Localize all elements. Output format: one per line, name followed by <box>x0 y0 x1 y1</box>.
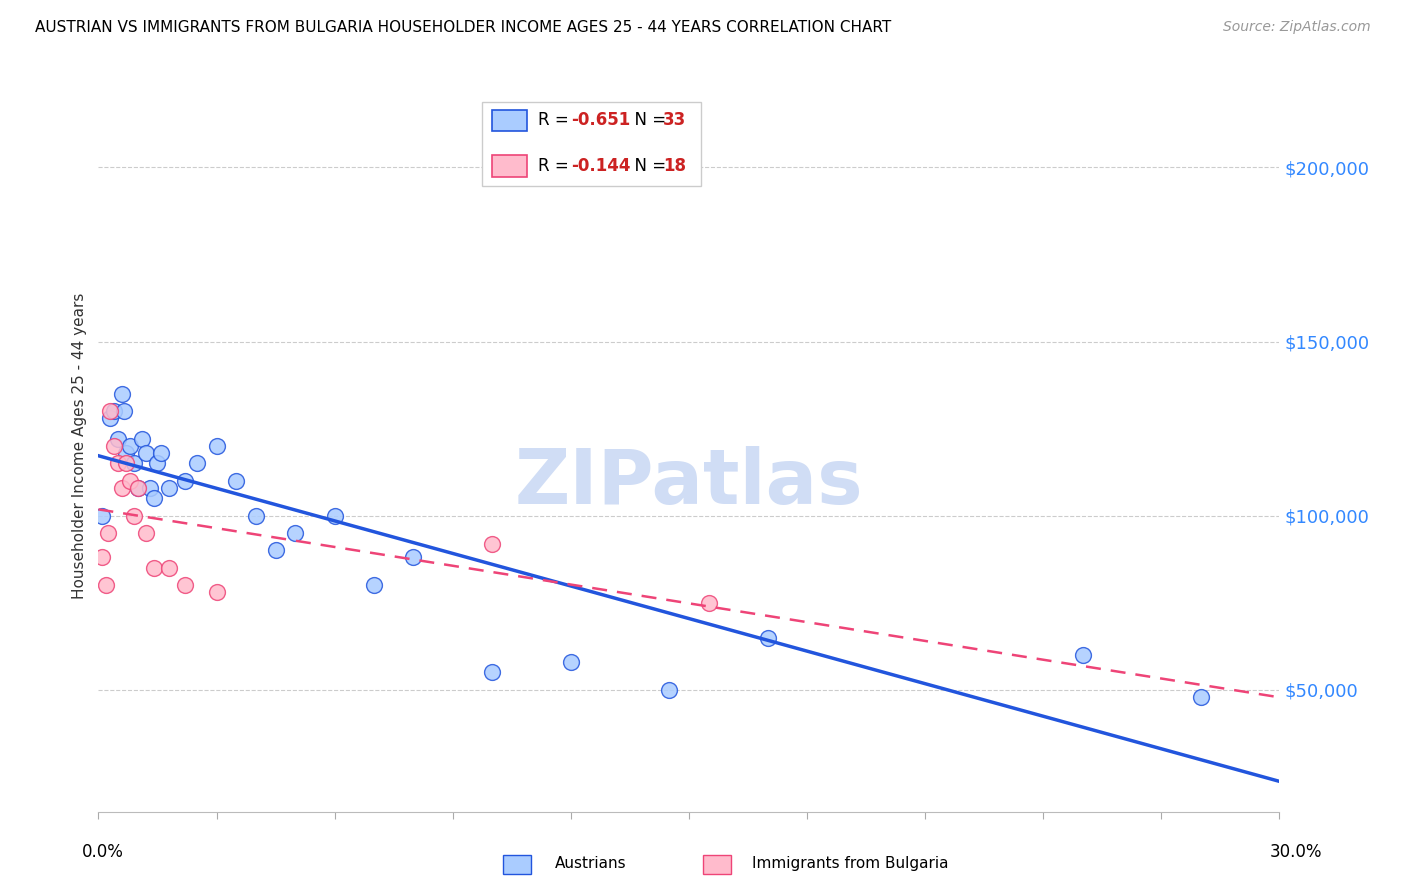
Point <box>142 491 165 506</box>
Text: ZIPatlas: ZIPatlas <box>515 446 863 519</box>
Point <box>245 508 267 523</box>
Text: N =: N = <box>624 111 671 128</box>
Point <box>103 404 125 418</box>
Point <box>481 536 503 550</box>
Text: Immigrants from Bulgaria: Immigrants from Bulgaria <box>752 856 949 871</box>
Point <box>96 578 118 592</box>
Text: -0.651: -0.651 <box>571 111 630 128</box>
Point <box>90 508 112 523</box>
Point <box>697 596 720 610</box>
Point <box>174 474 197 488</box>
Point <box>174 578 197 592</box>
Point <box>1189 690 1212 704</box>
Point <box>157 481 180 495</box>
Point <box>107 457 129 471</box>
Point <box>111 481 134 495</box>
Text: R =: R = <box>537 111 574 128</box>
Text: 30.0%: 30.0% <box>1270 843 1323 861</box>
Point <box>560 655 582 669</box>
Point <box>138 481 160 495</box>
Point <box>146 457 169 471</box>
Point <box>658 682 681 697</box>
Text: 0.0%: 0.0% <box>82 843 124 861</box>
Point <box>205 585 228 599</box>
Text: -0.144: -0.144 <box>571 157 630 175</box>
Point <box>264 543 287 558</box>
Text: 33: 33 <box>664 111 686 128</box>
Point <box>122 508 145 523</box>
Point <box>131 432 153 446</box>
Point <box>91 550 114 565</box>
Point <box>118 474 141 488</box>
Point <box>135 526 157 541</box>
Point <box>98 411 121 425</box>
Point <box>97 526 120 541</box>
Point <box>122 457 145 471</box>
Point <box>142 561 165 575</box>
Point <box>756 631 779 645</box>
Point <box>115 446 138 460</box>
FancyBboxPatch shape <box>492 155 527 177</box>
FancyBboxPatch shape <box>482 103 700 186</box>
Point <box>225 474 247 488</box>
Point <box>323 508 346 523</box>
Point <box>481 665 503 680</box>
Point <box>402 550 425 565</box>
Text: 18: 18 <box>664 157 686 175</box>
Point <box>150 446 173 460</box>
Point <box>1071 648 1094 662</box>
Point <box>157 561 180 575</box>
Point <box>118 439 141 453</box>
Text: AUSTRIAN VS IMMIGRANTS FROM BULGARIA HOUSEHOLDER INCOME AGES 25 - 44 YEARS CORRE: AUSTRIAN VS IMMIGRANTS FROM BULGARIA HOU… <box>35 20 891 35</box>
Point <box>107 432 129 446</box>
Point <box>135 446 157 460</box>
Point <box>284 526 307 541</box>
Point <box>363 578 385 592</box>
Point <box>205 439 228 453</box>
Y-axis label: Householder Income Ages 25 - 44 years: Householder Income Ages 25 - 44 years <box>72 293 87 599</box>
Text: N =: N = <box>624 157 671 175</box>
Text: Austrians: Austrians <box>555 856 627 871</box>
Point <box>103 439 125 453</box>
Point <box>98 404 121 418</box>
Point <box>127 481 149 495</box>
Text: R =: R = <box>537 157 574 175</box>
FancyBboxPatch shape <box>492 110 527 131</box>
Point <box>112 404 135 418</box>
Point <box>127 481 149 495</box>
Text: Source: ZipAtlas.com: Source: ZipAtlas.com <box>1223 20 1371 34</box>
Point <box>186 457 208 471</box>
Point <box>111 386 134 401</box>
Point <box>115 457 138 471</box>
